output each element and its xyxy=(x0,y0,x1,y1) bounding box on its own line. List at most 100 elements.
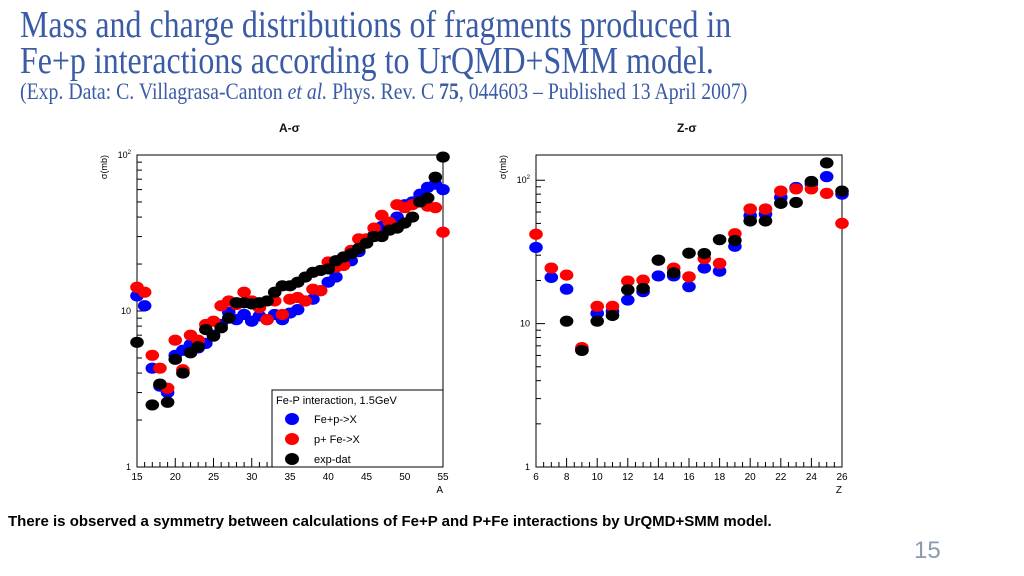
data-point-series-0 xyxy=(544,271,559,284)
x-tick-label: 18 xyxy=(714,472,726,483)
data-point-series-0 xyxy=(290,304,305,316)
data-point-series-0 xyxy=(436,184,450,196)
data-point-series-0 xyxy=(137,300,152,312)
slide-title-line-1: Mass and charge distributions of fragmen… xyxy=(20,4,732,46)
x-tick-label: 10 xyxy=(592,472,604,483)
data-point-series-2 xyxy=(153,378,167,390)
data-point-series-2 xyxy=(191,341,205,353)
y-tick-label: 1 xyxy=(126,462,131,472)
x-axis-label: A xyxy=(436,485,443,496)
data-point-series-1 xyxy=(145,349,160,361)
data-point-series-1 xyxy=(590,300,604,312)
data-point-series-1 xyxy=(835,217,849,230)
data-point-series-2 xyxy=(682,247,696,259)
data-point-series-1 xyxy=(789,183,803,195)
y-tick-label: 10 xyxy=(121,306,131,316)
y-tick-label: 102 xyxy=(517,175,531,185)
y-tick-label: 10 xyxy=(520,319,530,329)
data-point-series-2 xyxy=(176,367,190,379)
data-point-series-0 xyxy=(682,281,696,293)
data-point-series-1 xyxy=(758,203,773,215)
data-point-series-1 xyxy=(544,262,559,274)
legend-marker xyxy=(285,453,299,465)
data-point-series-2 xyxy=(819,157,834,169)
data-point-series-2 xyxy=(774,197,788,209)
data-point-series-2 xyxy=(590,315,604,327)
x-tick-label: 26 xyxy=(836,472,848,483)
y-tick-label: 1 xyxy=(525,462,530,472)
data-point-series-1 xyxy=(428,202,443,214)
data-point-series-2 xyxy=(651,254,666,266)
x-tick-label: 50 xyxy=(399,472,411,483)
data-point-series-0 xyxy=(529,241,543,254)
data-point-series-1 xyxy=(260,314,274,326)
data-point-series-2 xyxy=(789,196,803,209)
data-point-series-2 xyxy=(575,344,589,357)
data-point-series-2 xyxy=(605,309,620,322)
x-tick-label: 25 xyxy=(208,472,220,483)
data-point-series-2 xyxy=(145,399,160,411)
data-point-series-2 xyxy=(222,312,236,324)
data-point-series-1 xyxy=(237,286,251,298)
x-tick-label: 20 xyxy=(745,472,757,483)
legend-marker xyxy=(285,413,299,425)
y-axis-label: σ(mb) xyxy=(99,155,109,179)
data-point-series-2 xyxy=(743,215,757,227)
data-point-series-0 xyxy=(621,294,635,306)
x-tick-label: 15 xyxy=(131,472,143,483)
data-point-series-2 xyxy=(712,234,727,246)
data-point-series-1 xyxy=(168,334,183,346)
data-point-series-2 xyxy=(835,185,849,197)
data-point-series-1 xyxy=(275,308,290,321)
footer-note: There is observed a symmetry between cal… xyxy=(8,513,772,530)
data-point-series-1 xyxy=(298,295,313,307)
x-tick-label: 30 xyxy=(246,472,258,483)
slide-title-line-2: Fe+p interactions according to UrQMD+SMM… xyxy=(20,40,714,82)
data-point-series-1 xyxy=(743,203,757,215)
data-point-series-1 xyxy=(605,300,620,312)
data-point-series-2 xyxy=(420,192,435,204)
legend-label: p+ Fe->X xyxy=(314,434,361,446)
data-point-series-2 xyxy=(214,322,228,334)
data-point-series-2 xyxy=(697,247,712,260)
x-tick-label: 55 xyxy=(437,472,449,483)
citation-post: , 044603 – Published 13 April 2007) xyxy=(458,79,748,104)
x-tick-label: 35 xyxy=(284,472,296,483)
page-number: 15 xyxy=(914,537,941,564)
legend-label: exp-dat xyxy=(314,454,351,466)
data-point-series-1 xyxy=(621,275,635,287)
data-point-series-0 xyxy=(712,265,727,277)
data-point-series-1 xyxy=(559,269,574,281)
data-point-series-2 xyxy=(405,211,420,223)
data-point-series-0 xyxy=(329,271,343,283)
data-point-series-2 xyxy=(321,263,336,275)
data-point-series-0 xyxy=(651,270,666,282)
x-tick-label: 12 xyxy=(622,472,634,483)
data-point-series-2 xyxy=(260,295,274,307)
data-point-series-0 xyxy=(819,171,834,183)
citation-volume: 75 xyxy=(439,79,459,104)
x-tick-label: 16 xyxy=(683,472,695,483)
data-point-series-1 xyxy=(153,362,167,374)
citation-etal: et al. xyxy=(287,79,328,104)
x-tick-label: 14 xyxy=(653,472,665,483)
y-tick-label: 102 xyxy=(118,150,132,160)
legend-label: Fe+p->X xyxy=(314,414,357,426)
x-tick-label: 20 xyxy=(170,472,182,483)
legend-box xyxy=(271,389,444,468)
data-point-series-2 xyxy=(621,284,635,296)
data-point-series-1 xyxy=(682,271,696,283)
x-axis-label: Z xyxy=(836,485,842,496)
legend-title: Fe-P interaction, 1.5GeV xyxy=(276,395,398,407)
x-tick-label: 40 xyxy=(323,472,335,483)
data-point-series-1 xyxy=(367,222,381,234)
citation-pre: (Exp. Data: C. Villagrasa-Canton xyxy=(20,79,288,104)
chart-title-a: A-σ xyxy=(279,121,300,135)
x-tick-label: 24 xyxy=(806,472,818,483)
y-axis-label: σ(mb) xyxy=(498,155,508,179)
legend-marker xyxy=(285,433,299,445)
data-point-series-1 xyxy=(313,285,328,297)
data-point-series-1 xyxy=(774,185,788,197)
data-point-series-2 xyxy=(130,336,144,348)
